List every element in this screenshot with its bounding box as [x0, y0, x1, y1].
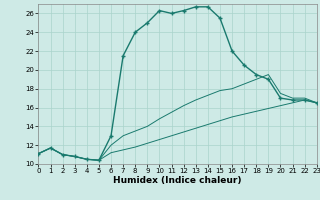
X-axis label: Humidex (Indice chaleur): Humidex (Indice chaleur): [113, 176, 242, 185]
